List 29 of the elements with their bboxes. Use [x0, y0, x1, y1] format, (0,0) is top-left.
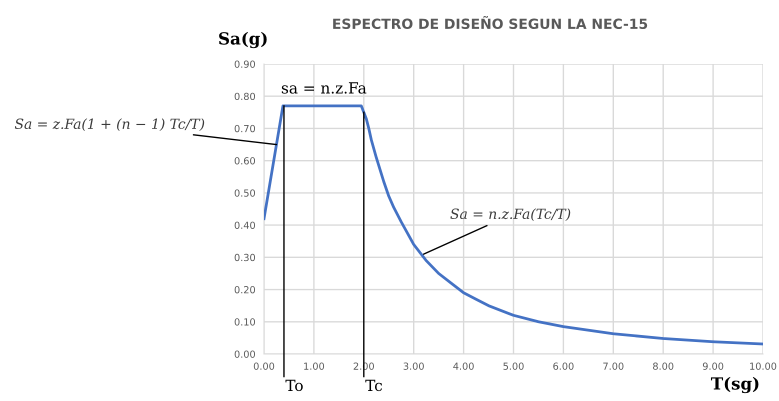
y-tick-label: 0.70	[234, 124, 256, 132]
x-tick-label: 6.00	[553, 362, 574, 370]
chart-title: ESPECTRO DE DISEÑO SEGUN LA NEC-15	[333, 16, 648, 30]
x-tick-label: 7.00	[603, 362, 624, 370]
x-tick-label: 1.00	[304, 362, 324, 370]
annotation: Sa = z.Fa(1 + (n − 1) Tc/T)	[14, 118, 204, 131]
x-tick-label: 0.00	[254, 362, 274, 370]
x-tick-label: 4.00	[453, 362, 474, 370]
y-tick-label: 0.40	[234, 222, 256, 229]
x-tick-label: 3.00	[404, 362, 424, 370]
annotation: sa = n.z.Fa	[282, 82, 366, 94]
y-tick-label: 0.50	[234, 189, 256, 197]
y-tick-label: 0.20	[234, 286, 256, 294]
x-tick-label: 5.00	[503, 362, 524, 370]
y-tick-label: 0.30	[234, 254, 256, 262]
ref-line-label: To	[286, 380, 303, 392]
x-tick-label: 8.00	[653, 362, 674, 370]
y-axis-title: Sa(g)	[219, 32, 267, 48]
y-tick-label: 0.00	[234, 350, 256, 358]
x-axis-title: T(sg)	[710, 376, 758, 394]
x-tick-label: 9.00	[702, 362, 724, 370]
ref-line-label: Tc	[365, 380, 382, 392]
annotation: Sa = n.z.Fa(Tc/T)	[450, 208, 570, 221]
line-series	[264, 104, 763, 346]
x-tick-label: 10.00	[750, 362, 776, 370]
y-tick-label: 0.90	[234, 60, 256, 68]
y-tick-label: 0.10	[234, 318, 256, 326]
y-tick-label: 0.60	[234, 157, 256, 164]
y-tick-label: 0.80	[234, 92, 256, 100]
